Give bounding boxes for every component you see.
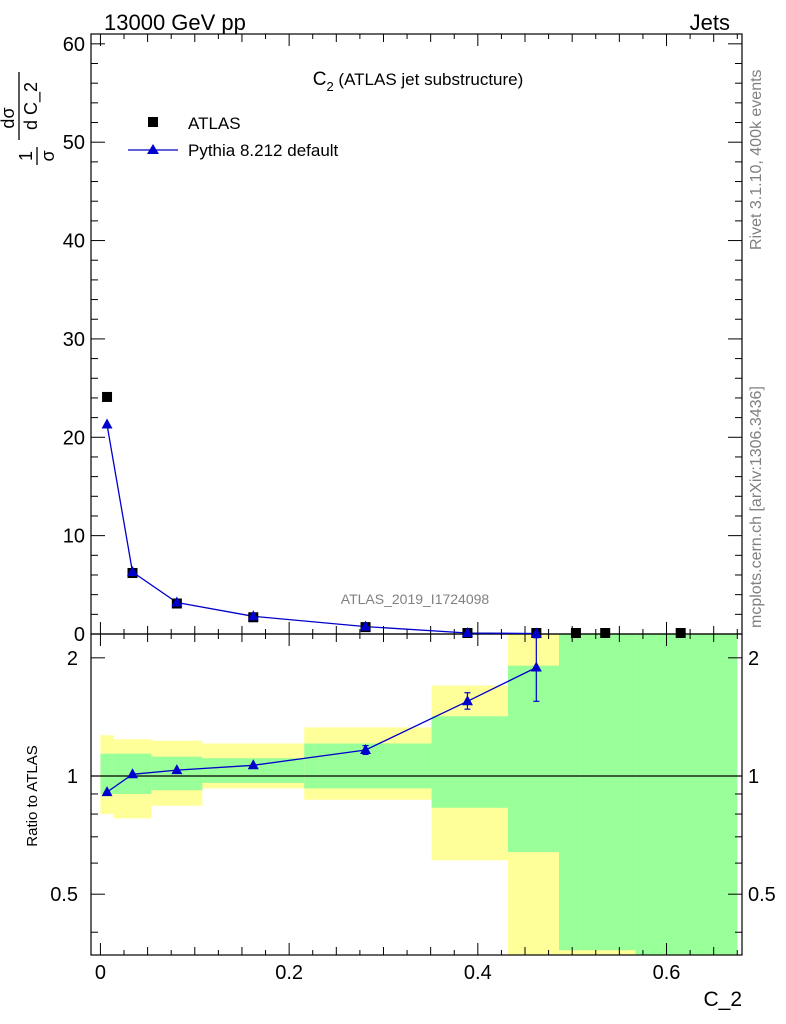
ratio-y-tick-label-right: 1 — [748, 766, 759, 788]
ratio-band-green — [558, 634, 581, 951]
pythia-main-point — [360, 620, 372, 631]
pythia-main-point — [171, 596, 183, 607]
ratio-band-green — [100, 753, 114, 794]
analysis-watermark: ATLAS_2019_I1724098 — [341, 591, 490, 607]
pythia-main-point — [461, 627, 473, 638]
atlas-data-point — [102, 391, 113, 402]
ratio-frame — [90, 633, 743, 956]
atlas-data-point — [600, 628, 611, 638]
chart-marks — [101, 391, 686, 797]
legend-marker-pythia — [147, 144, 159, 154]
x-tick-label: 0.2 — [275, 962, 303, 984]
main-ylabel: 1 σ dσ d C_2 — [0, 72, 58, 165]
ratio-y-tick-label-right: 2 — [748, 648, 759, 670]
ylabel-numerator-2: dσ — [0, 107, 18, 128]
main-y-tick-label: 40 — [63, 231, 85, 253]
ratio-band-green — [431, 716, 509, 808]
main-y-tick-label: 30 — [63, 329, 85, 351]
ylabel-numerator-1: 1 — [16, 151, 36, 161]
chart-title-text: (ATLAS jet substructure) — [334, 70, 524, 89]
pythia-ratio-point — [101, 786, 113, 797]
pythia-ratio-point — [171, 764, 183, 775]
main-y-tick-label: 20 — [63, 427, 85, 449]
side-text-top: Rivet 3.1.10, 400k events — [748, 69, 765, 250]
pythia-ratio-point — [127, 768, 139, 779]
ratio-y-tick-label-left: 1 — [67, 766, 78, 788]
ylabel-denominator-1: σ — [38, 150, 58, 161]
side-text-bottom: mcplots.cern.ch [arXiv:1306.3436] — [748, 386, 765, 628]
main-y-tick-label: 50 — [63, 132, 85, 154]
axes: 0 0.2 0.4 0.6 0 10 20 30 40 50 60 0.5 0.5 1 1 2 2 — [50, 33, 776, 984]
ratio-y-tick-label-left: 2 — [67, 648, 78, 670]
main-y-tick-label: 10 — [63, 526, 85, 548]
ratio-band-green — [580, 634, 636, 951]
pythia-main-point — [247, 610, 259, 621]
ratio-band-green — [635, 634, 738, 955]
ratio-y-tick-label-left: 0.5 — [50, 884, 78, 906]
atlas-data-point — [675, 628, 686, 638]
legend-marker-atlas — [148, 117, 158, 127]
pythia-main-point — [530, 627, 542, 638]
header-left: 13000 GeV pp — [104, 10, 246, 35]
main-y-tick-label: 0 — [74, 624, 85, 646]
header-right: Jets — [690, 10, 730, 35]
x-tick-label: 0.4 — [464, 962, 492, 984]
legend-label-atlas: ATLAS — [188, 114, 241, 133]
ratio-ylabel: Ratio to ATLAS — [24, 745, 41, 846]
chart-title-subscript: 2 — [326, 79, 333, 94]
pythia-main-point — [127, 566, 139, 577]
pythia-main-point — [101, 418, 113, 429]
legend: ATLAS Pythia 8.212 default — [128, 114, 339, 160]
chart-title: C2 (ATLAS jet substructure) — [313, 69, 524, 94]
pythia-ratio-point — [360, 743, 372, 754]
main-y-tick-label: 60 — [63, 34, 85, 56]
x-axis-label: C_2 — [703, 988, 742, 1011]
chart-title-symbol: C — [313, 69, 327, 90]
pythia-ratio-point — [530, 661, 542, 672]
ratio-y-tick-label-right: 0.5 — [748, 884, 776, 906]
pythia-ratio-point — [247, 759, 259, 770]
ylabel-denominator-2: d C_2 — [21, 82, 42, 130]
ratio-uncertainty-bands — [100, 634, 738, 955]
atlas-data-point — [570, 628, 581, 638]
pythia-ratio-point — [461, 695, 473, 706]
x-tick-label: 0.6 — [653, 962, 681, 984]
x-tick-label: 0 — [95, 962, 106, 984]
legend-label-pythia: Pythia 8.212 default — [188, 141, 339, 160]
ratio-band-green — [508, 665, 559, 853]
